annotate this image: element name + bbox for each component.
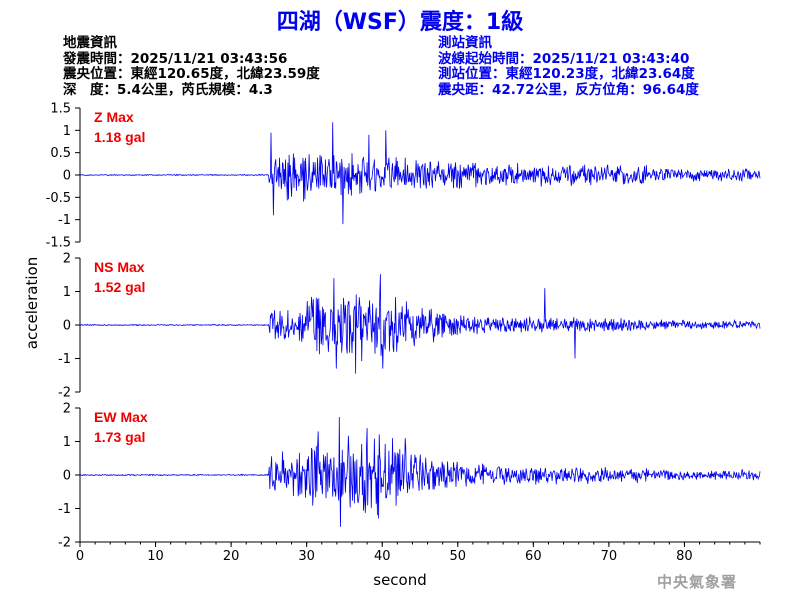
x-tick-label: 40 (374, 549, 391, 564)
z-y-tick-label: 0.5 (50, 146, 71, 161)
ew-y-tick-label: 2 (63, 402, 71, 417)
station-info: 測站資訊 波線起始時間：2025/11/21 03:43:40 測站位置：東經1… (438, 35, 699, 98)
z-max-value: 1.18 gal (94, 129, 145, 145)
ew-max-label: EW Max (94, 409, 148, 425)
ew-y-tick-label: 1 (63, 435, 71, 450)
ns-y-tick-label: -2 (58, 386, 71, 401)
x-tick-label: 20 (223, 549, 240, 564)
agency-watermark: 中央氣象署 (657, 573, 738, 591)
y-axis-label: acceleration (23, 257, 41, 349)
z-y-tick-label: 1 (63, 124, 71, 139)
x-axis-label: second (373, 571, 427, 589)
chart-title: 四湖（WSF）震度：1級 (276, 10, 524, 35)
x-tick-label: 30 (298, 549, 315, 564)
x-tick-label: 50 (450, 549, 467, 564)
z-max-label: Z Max (94, 109, 134, 125)
z-waveform-line (79, 122, 761, 225)
ew-y-tick-label: -1 (58, 502, 71, 517)
z-y-tick-label: -0.5 (46, 191, 71, 206)
z-y-tick-label: 1.5 (50, 102, 71, 117)
z-y-tick-label: 0 (63, 169, 71, 184)
epicenter-location: 震央位置：東經120.65度，北緯23.59度 (63, 66, 320, 82)
x-tick-label: 10 (147, 549, 164, 564)
station-info-heading: 測站資訊 (438, 35, 492, 51)
ew-max-value: 1.73 gal (94, 429, 145, 445)
ew-y-tick-label: -2 (58, 536, 71, 551)
ew-y-tick-label: 0 (63, 469, 71, 484)
origin-time: 發震時間：2025/11/21 03:43:56 (63, 50, 288, 67)
epicentral-distance: 震央距：42.72公里，反方位角：96.64度 (438, 81, 699, 98)
x-tick-label: 80 (676, 549, 693, 564)
ew-waveform-line (79, 416, 761, 527)
ns-max-label: NS Max (94, 259, 145, 275)
ns-waveform-line (79, 274, 761, 374)
x-tick-label: 0 (76, 549, 84, 564)
x-tick-label: 70 (601, 549, 618, 564)
depth-magnitude: 深 度：5.4公里，芮氏規模：4.3 (63, 81, 273, 98)
wave-start-time: 波線起始時間：2025/11/21 03:43:40 (438, 50, 690, 67)
ns-y-tick-label: -1 (58, 352, 71, 367)
ns-y-tick-label: 2 (63, 252, 71, 267)
ns-y-tick-label: 1 (63, 285, 71, 300)
z-y-tick-label: -1.5 (46, 236, 71, 251)
ns-max-value: 1.52 gal (94, 279, 145, 295)
x-tick-label: 60 (525, 549, 542, 564)
earthquake-info: 地震資訊 發震時間：2025/11/21 03:43:56 震央位置：東經120… (63, 35, 320, 98)
ns-y-tick-label: 0 (63, 319, 71, 334)
earthquake-info-heading: 地震資訊 (63, 35, 117, 51)
z-y-tick-label: -1 (58, 213, 71, 228)
station-location: 測站位置：東經120.23度，北緯23.64度 (438, 66, 695, 82)
